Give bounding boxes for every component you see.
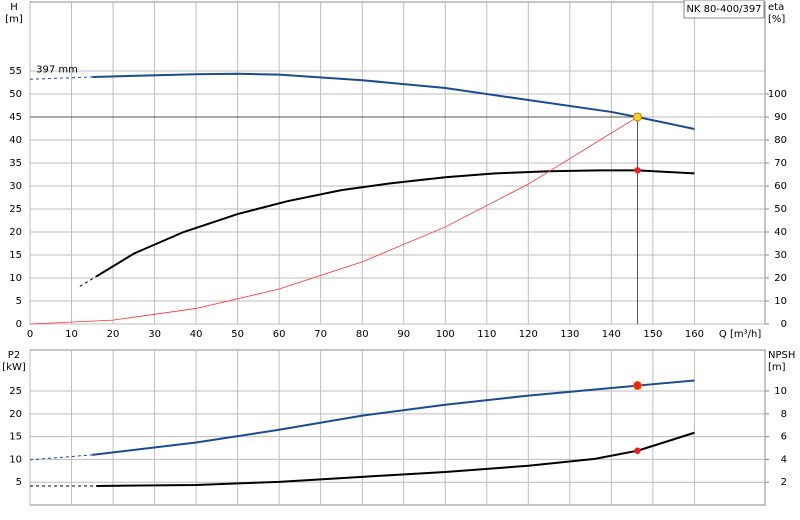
x-tick-label: 30 <box>148 329 161 340</box>
y-tick-label: 25 <box>9 204 22 215</box>
y-tick-label: 25 <box>9 386 22 397</box>
curve <box>29 116 638 325</box>
point-marker <box>633 112 643 122</box>
y-tick-label: 10 <box>9 454 22 465</box>
point-marker <box>633 381 643 391</box>
y-tick-label: 15 <box>9 250 22 261</box>
curve <box>96 431 695 487</box>
x-tick-label: 150 <box>643 329 662 340</box>
y-tick-label: 45 <box>9 112 22 123</box>
x-tick-label: 50 <box>231 329 244 340</box>
y-tick-label: 15 <box>9 432 22 443</box>
curve <box>92 72 695 130</box>
y2-tick-label: 4 <box>781 454 787 465</box>
x-tick-label: 0 <box>27 329 33 340</box>
y-tick-label: 5 <box>16 296 22 307</box>
x-tick-label: 20 <box>107 329 120 340</box>
annotation: 397 mm <box>36 64 78 75</box>
y-tick-label: 55 <box>9 66 22 77</box>
x-tick-label: 120 <box>519 329 538 340</box>
x-tick-label: 10 <box>65 329 78 340</box>
x-tick-label: 130 <box>560 329 579 340</box>
y-tick-label: 5 <box>16 477 22 488</box>
y-tick-label: 40 <box>9 135 22 146</box>
y-tick-label: 20 <box>9 409 22 420</box>
y-axis-label: [kW] <box>2 362 26 373</box>
y-tick-label: 10 <box>9 273 22 284</box>
y2-tick-label: 60 <box>774 181 787 192</box>
y-tick-label: 0 <box>16 319 22 330</box>
y2-axis-label: NPSH <box>768 350 795 361</box>
x-tick-label: 110 <box>477 329 496 340</box>
y2-axis-label: eta <box>768 2 784 13</box>
y-axis-label: H <box>10 2 18 13</box>
curve <box>29 76 93 80</box>
point-marker <box>634 447 641 454</box>
x-tick-label: 90 <box>397 329 410 340</box>
y-axis-label: P2 <box>8 350 20 361</box>
x-tick-label: 140 <box>602 329 621 340</box>
y2-tick-label: 70 <box>774 158 787 169</box>
x-tick-label: 60 <box>273 329 286 340</box>
x-tick-label: 40 <box>190 329 203 340</box>
y2-tick-label: 30 <box>774 250 787 261</box>
y2-tick-label: 20 <box>774 273 787 284</box>
y2-tick-label: 2 <box>781 477 787 488</box>
title-box <box>683 0 765 19</box>
y2-tick-label: 80 <box>774 135 787 146</box>
chart-title: NK 80-400/397 <box>686 4 761 15</box>
x-tick-label: 70 <box>314 329 327 340</box>
y-axis-label: [m] <box>5 14 23 25</box>
y-tick-label: 20 <box>9 227 22 238</box>
y2-tick-label: 6 <box>781 432 787 443</box>
y2-tick-label: 8 <box>781 409 787 420</box>
y2-tick-label: 50 <box>774 204 787 215</box>
y2-tick-label: 0 <box>781 319 787 330</box>
x-tick-label: 80 <box>356 329 369 340</box>
y2-tick-label: 90 <box>774 112 787 123</box>
y-tick-label: 30 <box>9 181 22 192</box>
x-tick-label: 160 <box>685 329 704 340</box>
curve <box>95 169 695 278</box>
y-tick-label: 35 <box>9 158 22 169</box>
curve <box>92 379 695 456</box>
x-tick-label: 100 <box>436 329 455 340</box>
y2-axis-label: [m] <box>768 362 786 373</box>
y2-tick-label: 10 <box>774 386 787 397</box>
y2-tick-label: 10 <box>774 296 787 307</box>
x-axis-label: Q [m³/h] <box>719 329 761 340</box>
y2-tick-label: 100 <box>768 89 787 100</box>
curve <box>29 454 93 461</box>
y2-tick-label: 40 <box>774 227 787 238</box>
point-marker <box>634 167 641 174</box>
y-tick-label: 50 <box>9 89 22 100</box>
y2-axis-label: [%] <box>768 14 785 25</box>
